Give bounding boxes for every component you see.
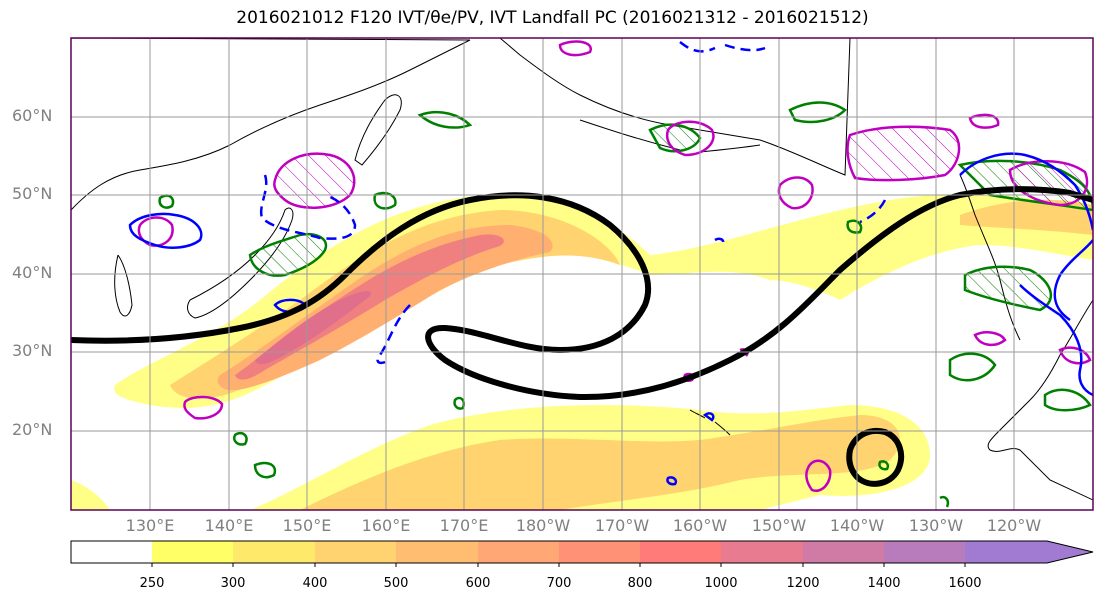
colorbar-swatch-600 [478,541,559,563]
lat-label-50n: 50°N [12,184,53,203]
pv-neg-hawaii [702,412,715,422]
pc-main-contour [71,186,1093,401]
theta-e-baja [948,352,997,382]
colorbar-label-250: 250 [139,576,165,591]
colorbar-label-1000: 1000 [704,576,738,591]
ivt-contour-250 [114,193,1093,408]
pv-ne-pacific [777,176,814,210]
ivt-contour-400-south [300,415,900,510]
pv-arctic [558,40,592,57]
lon-label-160w: 160°W [672,516,728,535]
theta-e-dot3 [846,219,863,234]
lat-label-20n: 20°N [12,420,53,439]
colorbar-swatch-1000 [721,541,803,563]
theta-e-south-japan [253,461,277,479]
theta-e-mexico [1043,388,1092,412]
lon-label-130e: 130°E [125,516,175,535]
lon-label-170e: 170°E [439,516,489,535]
lat-label-60n: 60°N [12,106,53,125]
colorbar-swatch-below-250 [71,541,152,563]
lon-label-180w: 180°W [515,516,571,535]
pv-south-japan [183,395,224,420]
pv-neg-ne [859,199,887,224]
colorbar-swatch-700 [559,541,640,563]
pv-baja [1058,346,1092,365]
coast-kamchatka [354,94,402,166]
coast-hawaii [689,409,731,436]
theta-e-dot2 [233,431,248,446]
colorbar-swatch-1400 [884,541,965,563]
pv-neg-dot [666,476,678,486]
theta-e-dot1 [453,396,465,410]
colorbar-label-500: 500 [383,576,409,591]
lat-label-30n: 30°N [12,341,53,360]
lon-label-160e: 160°E [361,516,411,535]
colorbar-swatch-500 [396,541,478,563]
colorbar-label-300: 300 [220,576,246,591]
pv-negative-contours [128,41,1093,486]
pv-neg-midpacific [376,304,411,365]
colorbar-swatch-1200 [803,541,884,563]
pv-aleutian [666,120,715,157]
colorbar-label-1400: 1400 [867,576,901,591]
lon-label-170w: 170°W [594,516,650,535]
graticule [71,38,1093,510]
map-frame [70,37,1094,511]
colorbar-label-400: 400 [302,576,328,591]
theta-e-dot5 [939,495,950,508]
lon-label-140e: 140°E [204,516,254,535]
colorbar-swatch-250 [152,541,233,563]
lon-label-130w: 130°W [908,516,964,535]
lon-label-140w: 140°W [829,516,885,535]
lon-label-150e: 150°E [282,516,332,535]
pv-neg-west [714,237,725,247]
ivt-contour-400-east [960,199,1093,235]
theta-e-korea [158,194,175,209]
lat-label-40n: 40°N [12,263,53,282]
colorbar [70,540,1094,567]
pv-neg-korea [128,212,203,249]
theta-e-west-us [963,265,1052,312]
theta-e-north [417,110,473,129]
colorbar-label-800: 800 [627,576,653,591]
colorbar-label-1600: 1600 [948,576,982,591]
colorbar-ticks [151,563,966,567]
theta-e-gulf [788,101,847,124]
map-title: 2016021012 F120 IVT/θe/PV, IVT Landfall … [236,8,869,28]
colorbar-label-600: 600 [465,576,491,591]
colorbar-label-700: 700 [546,576,572,591]
ivt-contour-250-corner [71,480,110,510]
coast-east-asia [71,38,471,211]
colorbar-swatch-1600 [965,541,1093,563]
colorbar-label-1200: 1200 [786,576,820,591]
pv-socal [973,331,1007,347]
pv-bc [968,113,1000,129]
pv-neg-west-us [1019,284,1093,397]
colorbar-swatch-400 [315,541,396,563]
theta-e-dot4 [878,460,890,471]
colorbar-swatch-800 [640,541,721,563]
pv-neg-arctic [679,41,766,53]
lon-label-150w: 150°W [751,516,807,535]
pv-neg-canada [959,152,1093,322]
colorbar-swatch-300 [233,541,315,563]
lon-label-120w: 120°W [986,516,1042,535]
pv-okhotsk [273,152,356,210]
theta-e-sakhalin [373,191,397,210]
colorbar-outline [70,540,1094,564]
pv-gulf-alaska [846,125,961,182]
pv-korea [137,216,174,247]
coast-korea [114,254,133,317]
ivt-contour-1000 [255,291,371,365]
pv-neg-japan-dash [259,174,357,240]
pv-subtropics [805,459,832,493]
